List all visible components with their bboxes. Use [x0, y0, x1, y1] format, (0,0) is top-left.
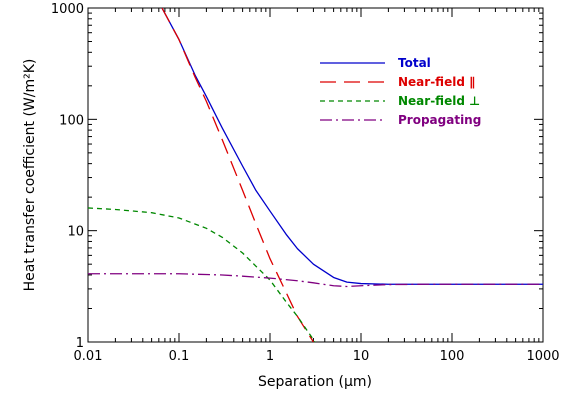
legend-label: Near-field ∥ [398, 75, 475, 89]
legend: Total Near-field ∥ Near-field ⊥ Propagating [320, 56, 481, 127]
x-tick-label: 1000 [526, 349, 559, 364]
x-tick-label: 10 [353, 349, 370, 364]
y-axis-label: Heat transfer coefficient (W/m²K) [22, 59, 38, 292]
x-tick-label: 0.01 [74, 349, 103, 364]
series-layer [88, 8, 543, 342]
y-tick-label: 1 [76, 336, 84, 351]
legend-label: Propagating [398, 113, 481, 127]
series-line-propagating [88, 273, 543, 288]
plot-frame [87, 7, 544, 343]
series-line-near-field [161, 8, 315, 342]
axis-ticks: 0.01 0.1 1 10 100 1000 1 10 100 1000 [51, 2, 560, 364]
x-axis-label: Separation (μm) [258, 374, 372, 390]
y-tick-label: 1000 [51, 2, 84, 17]
series-line-near-field [88, 207, 316, 342]
y-tick-label: 100 [59, 113, 84, 128]
x-tick-label: 0.1 [169, 349, 190, 364]
x-tick-label: 1 [266, 349, 274, 364]
legend-label: Total [398, 56, 431, 70]
series-line-total [161, 8, 543, 285]
x-tick-label: 100 [440, 349, 465, 364]
legend-label: Near-field ⊥ [398, 94, 480, 108]
y-tick-label: 10 [67, 225, 84, 240]
